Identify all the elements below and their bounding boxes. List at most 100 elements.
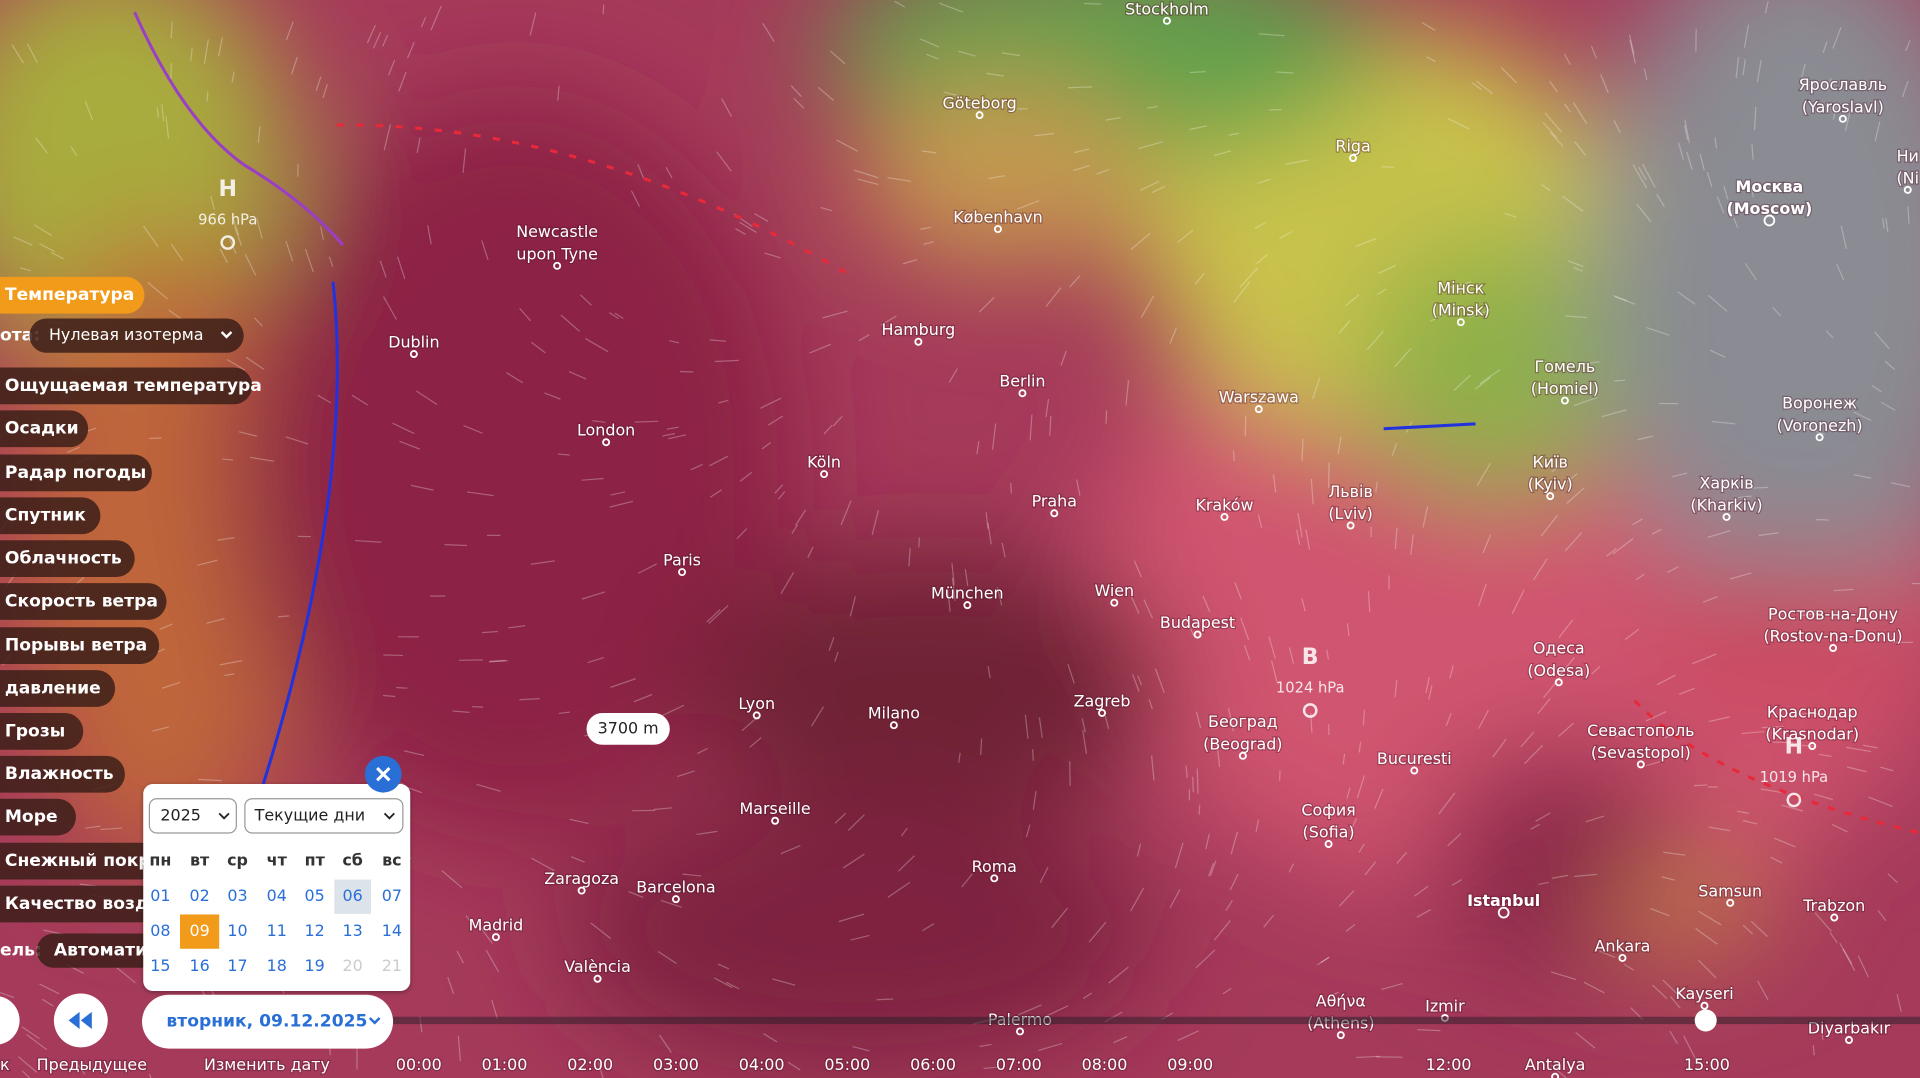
wind-streak xyxy=(161,104,165,122)
wind-streak xyxy=(829,50,846,65)
menu-button[interactable] xyxy=(0,497,101,535)
wind-streak xyxy=(1684,119,1691,144)
day[interactable]: 10 xyxy=(227,921,247,940)
day[interactable]: 05 xyxy=(305,886,325,905)
hour-label[interactable]: 00:00 xyxy=(395,1054,443,1075)
city-dot xyxy=(914,337,923,346)
city-name: Dublin xyxy=(388,332,439,351)
timeline-knob[interactable] xyxy=(1694,1009,1717,1032)
menu-button[interactable] xyxy=(0,670,116,707)
day[interactable]: 11 xyxy=(267,921,287,940)
level-select[interactable] xyxy=(29,318,244,353)
day[interactable]: 19 xyxy=(305,956,325,975)
menu-button[interactable] xyxy=(0,276,145,314)
wind-streak xyxy=(1355,1055,1381,1059)
menu-button[interactable] xyxy=(0,842,160,880)
day[interactable]: 18 xyxy=(267,956,287,975)
wind-streak xyxy=(876,998,894,1001)
hour-label[interactable]: 03:00 xyxy=(652,1054,700,1075)
wind-streak xyxy=(17,1056,38,1073)
play-button[interactable] xyxy=(0,996,20,1045)
day[interactable]: 03 xyxy=(227,886,247,905)
wind-streak xyxy=(976,441,980,455)
menu-button[interactable] xyxy=(0,798,76,836)
hour-label[interactable]: 15:00 xyxy=(1683,1054,1731,1075)
day[interactable]: 08 xyxy=(150,921,170,940)
mode-select[interactable] xyxy=(244,798,404,834)
menu-button[interactable] xyxy=(0,627,160,664)
wind-streak xyxy=(1270,660,1278,683)
hour-label[interactable]: 01:00 xyxy=(480,1054,528,1075)
wind-streak xyxy=(590,922,612,939)
wind-streak xyxy=(1471,82,1482,91)
wind-streak xyxy=(190,48,193,62)
wind-streak xyxy=(714,977,733,989)
city-dot xyxy=(1346,521,1355,530)
model-select[interactable] xyxy=(36,933,172,968)
day[interactable]: 17 xyxy=(227,956,247,975)
menu-button[interactable] xyxy=(0,454,152,492)
wind-streak xyxy=(1137,675,1142,686)
city-dot xyxy=(1829,644,1838,653)
wind-streak xyxy=(1349,818,1358,833)
city-alt-name: (Odesa) xyxy=(1527,661,1590,680)
wind-streak xyxy=(1394,679,1398,698)
year-select[interactable] xyxy=(148,798,237,834)
day[interactable]: 14 xyxy=(382,921,402,940)
wind-streak xyxy=(1016,200,1040,210)
hour-label[interactable]: 12:00 xyxy=(1424,1054,1472,1075)
wind-streak xyxy=(822,310,848,319)
city-dot xyxy=(1700,1001,1709,1010)
day[interactable]: 12 xyxy=(305,921,325,940)
wind-streak xyxy=(1524,745,1544,765)
menu-button[interactable] xyxy=(0,755,125,793)
wind-streak xyxy=(1656,193,1665,207)
wind-streak xyxy=(1573,396,1598,407)
hour-label[interactable]: 07:00 xyxy=(995,1054,1043,1075)
city-alt-name: (Ni xyxy=(1896,168,1919,187)
wind-streak xyxy=(657,950,677,965)
hour-label[interactable]: 05:00 xyxy=(823,1054,871,1075)
day[interactable]: 01 xyxy=(150,886,170,905)
hour-label[interactable]: 04:00 xyxy=(737,1054,785,1075)
wind-streak xyxy=(203,39,209,64)
day[interactable]: 16 xyxy=(189,956,209,975)
wind-streak xyxy=(777,491,786,500)
wind-streak xyxy=(41,998,54,1007)
wind-streak xyxy=(1606,547,1617,557)
menu-button[interactable] xyxy=(0,410,89,448)
wind-streak xyxy=(1257,178,1271,185)
menu-button[interactable] xyxy=(0,885,160,923)
menu-button[interactable] xyxy=(0,583,167,620)
hour-label[interactable]: 08:00 xyxy=(1080,1054,1128,1075)
wind-streak xyxy=(1125,380,1130,406)
day[interactable]: 09 xyxy=(189,921,209,940)
city-name: Ни xyxy=(1897,146,1919,165)
hour-label[interactable]: 06:00 xyxy=(909,1054,957,1075)
wind-streak xyxy=(1136,843,1142,857)
menu-button[interactable] xyxy=(0,712,84,750)
wind-streak xyxy=(477,924,493,944)
wind-streak xyxy=(1366,330,1384,351)
menu-button[interactable] xyxy=(0,540,135,577)
day[interactable]: 02 xyxy=(189,886,209,905)
hour-label[interactable]: 02:00 xyxy=(566,1054,614,1075)
weather-fronts xyxy=(133,11,1920,835)
menu-button[interactable] xyxy=(0,367,253,405)
day[interactable]: 15 xyxy=(150,956,170,975)
wind-streak xyxy=(1082,730,1088,755)
wind-streak xyxy=(838,913,865,923)
date-button[interactable] xyxy=(142,994,394,1049)
wind-streak xyxy=(1669,1030,1678,1045)
wind-streak xyxy=(392,422,415,435)
wind-streak xyxy=(714,359,739,363)
wind-streak xyxy=(1147,105,1158,109)
day[interactable]: 13 xyxy=(343,921,363,940)
day[interactable]: 07 xyxy=(382,886,402,905)
wind-streak xyxy=(1535,812,1551,822)
hour-label[interactable]: 09:00 xyxy=(1166,1054,1214,1075)
day[interactable]: 06 xyxy=(343,886,363,905)
wind-streak xyxy=(1345,294,1360,307)
day[interactable]: 04 xyxy=(267,886,287,905)
wind-streak xyxy=(1476,462,1491,486)
